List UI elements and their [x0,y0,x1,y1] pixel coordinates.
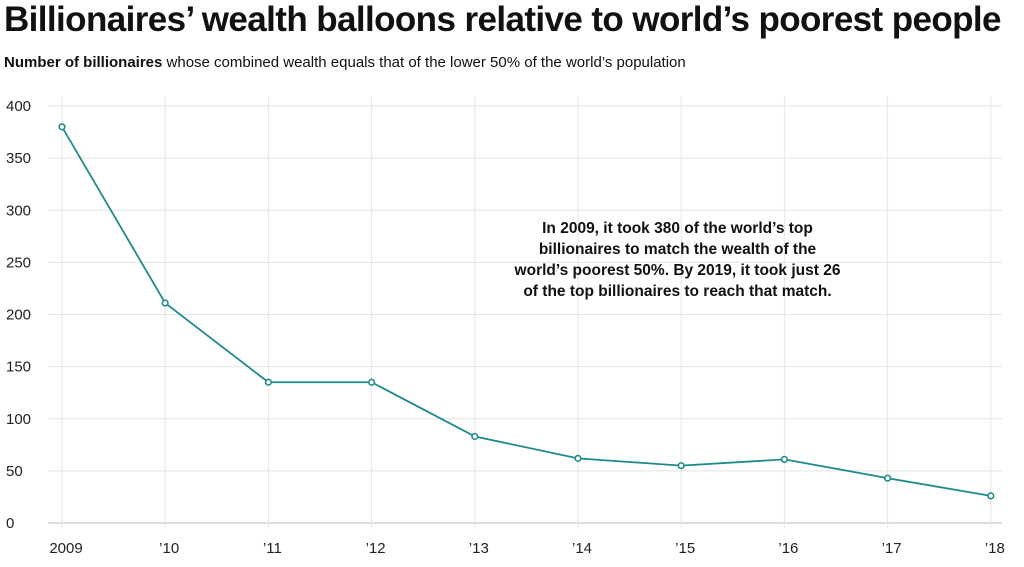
x-tick-label: ’12 [366,540,386,557]
x-tick-label: ’18 [985,540,1005,557]
subtitle-rest: whose combined wealth equals that of the… [162,54,686,71]
series-line [61,126,991,497]
y-tick-label: 150 [6,359,31,376]
subtitle-bold: Number of billionaires [4,54,163,71]
x-tick-label: ’14 [572,540,592,557]
y-tick-label: 350 [6,150,31,167]
data-point [883,474,892,482]
x-tick-label: ’11 [263,540,282,557]
x-tick-label: ’17 [882,540,902,557]
y-tick-label: 0 [6,515,14,532]
x-tick-label: ’13 [469,540,489,557]
x-tick-label: ’10 [159,540,179,557]
data-point [471,432,479,441]
data-point [677,462,685,470]
y-tick-label: 250 [6,254,31,271]
y-tick-label: 100 [6,411,31,428]
chart-subtitle: Number of billionaires whose combined we… [4,54,686,71]
data-point [368,378,376,386]
x-tick-label: ’15 [675,540,695,557]
data-point [574,454,582,462]
data-point [58,123,66,131]
data-point [161,299,169,307]
chart-annotation: In 2009, it took 380 of the world’s top … [514,220,841,300]
x-tick-label: ’16 [778,540,798,557]
data-point [987,492,995,500]
y-tick-label: 200 [6,307,31,324]
x-tick-label: 2009 [49,540,82,557]
chart-title: Billionaires’ wealth balloons relative t… [4,0,1002,39]
data-point [780,455,789,464]
y-tick-label: 400 [6,98,31,115]
y-tick-label: 300 [6,202,31,219]
y-tick-label: 50 [6,463,23,480]
data-point [264,378,273,386]
